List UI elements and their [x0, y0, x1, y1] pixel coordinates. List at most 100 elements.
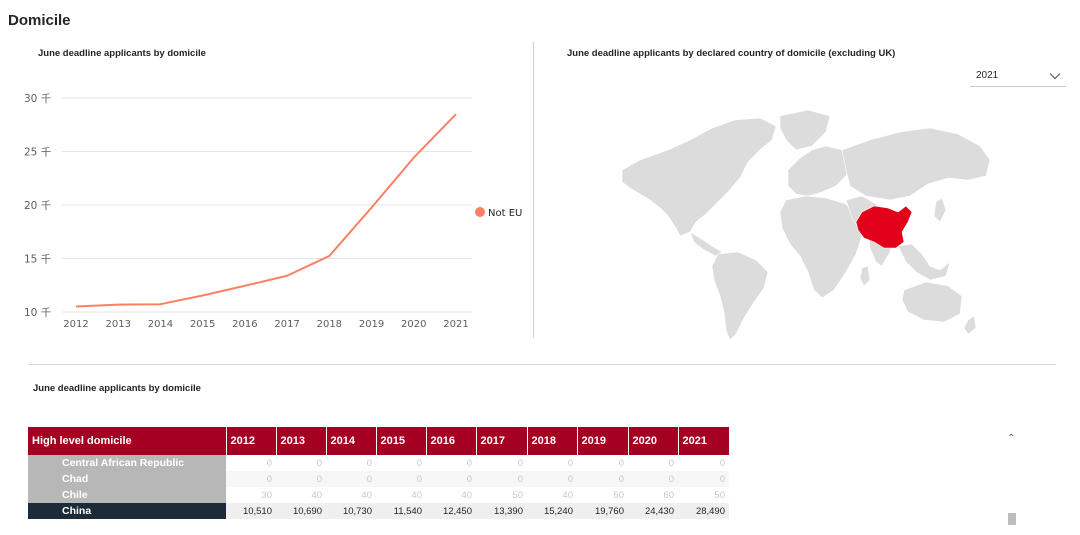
table-title: June deadline applicants by domicile: [33, 383, 201, 394]
x-tick-label: 2020: [401, 319, 426, 330]
column-header[interactable]: 2021: [677, 427, 729, 455]
x-tick-label: 2014: [148, 319, 173, 330]
table-cell: 0: [628, 471, 678, 487]
table-cell: 0: [517, 457, 523, 469]
x-tick-label: 2021: [443, 319, 468, 330]
column-header[interactable]: 2017: [475, 427, 527, 455]
y-tick-label: 20 千: [24, 200, 51, 212]
row-header[interactable]: Central African Republic: [28, 455, 226, 471]
table-cell: 0: [276, 471, 326, 487]
x-tick-label: 2013: [105, 319, 130, 330]
line-chart[interactable]: 10 千 15 千 20 千 25 千 30 千 2012 2013 2014 2015 2016…: [0, 80, 530, 340]
x-tick-label: 2017: [274, 319, 299, 330]
page-title: Domicile: [8, 12, 71, 29]
y-tick-label: 25 千: [24, 147, 51, 159]
year-slicer[interactable]: 2021: [970, 65, 1066, 87]
table-cell: 19,760: [577, 503, 628, 519]
table-cell: 0: [316, 457, 322, 469]
table-cell: 0: [426, 471, 476, 487]
table-cell: 11,540: [376, 503, 426, 519]
table-cell: 0: [416, 457, 422, 469]
column-header[interactable]: 2013: [275, 427, 326, 455]
column-header[interactable]: 2016: [425, 427, 476, 455]
map-japan[interactable]: [933, 197, 947, 223]
x-tick-label: 2019: [359, 319, 384, 330]
map-china[interactable]: [855, 205, 913, 249]
y-tick-label: 30 千: [24, 93, 51, 105]
domicile-matrix: High level domicile 2012 2013 2014 2015 …: [28, 427, 729, 519]
map-central-america[interactable]: [689, 231, 723, 257]
visual-divider-vertical: [533, 42, 534, 338]
map-australia[interactable]: [901, 281, 963, 323]
table-cell: 40: [562, 489, 573, 501]
section-divider: [28, 364, 1056, 365]
table-cell: 0: [719, 457, 725, 469]
table-cell: 50: [613, 489, 624, 501]
table-cell: 0: [577, 471, 628, 487]
y-tick-label: 15 千: [24, 254, 51, 266]
table-cell: 10,730: [326, 503, 376, 519]
legend-label: Not EU: [488, 208, 522, 219]
table-cell: 40: [311, 489, 322, 501]
table-row-selected[interactable]: China 10,510 10,690 10,730 11,540 12,450…: [28, 503, 729, 519]
column-header[interactable]: High level domicile: [28, 427, 226, 455]
column-header[interactable]: 2015: [375, 427, 426, 455]
row-header[interactable]: China: [28, 503, 226, 519]
table-cell: 13,390: [476, 503, 527, 519]
table-cell: 0: [668, 457, 674, 469]
map-southeast-asia[interactable]: [897, 243, 951, 281]
map-south-america[interactable]: [711, 251, 769, 341]
x-tick-label: 2018: [317, 319, 342, 330]
x-tick-label: 2012: [63, 319, 88, 330]
y-tick-label: 10 千: [24, 307, 51, 319]
table-cell: 10,510: [226, 503, 276, 519]
column-header[interactable]: 2019: [576, 427, 628, 455]
table-cell: 0: [466, 457, 472, 469]
table-row[interactable]: Chad 0 0 0 0 0 0 0 0 0 0: [28, 471, 729, 487]
map-africa[interactable]: [779, 195, 863, 299]
series-line[interactable]: [75, 113, 457, 308]
map-title: June deadline applicants by declared cou…: [567, 48, 896, 59]
table-cell: 0: [527, 471, 577, 487]
table-cell: 0: [366, 457, 372, 469]
table-cell: 0: [618, 457, 624, 469]
column-header[interactable]: 2014: [325, 427, 376, 455]
x-tick-label: 2016: [232, 319, 257, 330]
map-madagascar[interactable]: [859, 265, 871, 287]
column-header[interactable]: 2020: [627, 427, 678, 455]
year-slicer-value: 2021: [976, 70, 999, 81]
map-russia[interactable]: [841, 127, 991, 201]
row-header[interactable]: Chile: [28, 487, 226, 503]
table-cell: 0: [376, 471, 426, 487]
x-tick-label: 2015: [190, 319, 215, 330]
table-cell: 0: [678, 471, 729, 487]
table-cell: 40: [411, 489, 422, 501]
table-cell: 30: [261, 489, 272, 501]
table-cell: 0: [476, 471, 527, 487]
map-greenland[interactable]: [779, 109, 831, 151]
table-header-row: High level domicile 2012 2013 2014 2015 …: [28, 427, 729, 455]
table-cell: 0: [326, 471, 376, 487]
world-map[interactable]: [612, 92, 997, 342]
table-cell: 40: [461, 489, 472, 501]
table-cell: 24,430: [628, 503, 678, 519]
chevron-up-icon[interactable]: ⌃: [1007, 433, 1016, 444]
map-north-america[interactable]: [621, 117, 777, 237]
table-cell: 15,240: [527, 503, 577, 519]
row-header[interactable]: Chad: [28, 471, 226, 487]
legend-marker: [475, 207, 485, 217]
table-cell: 0: [266, 457, 272, 469]
column-header[interactable]: 2012: [225, 427, 276, 455]
table-row[interactable]: Chile 30 40 40 40 40 50 40 50 60 50: [28, 487, 729, 503]
column-header[interactable]: 2018: [526, 427, 577, 455]
table-cell: 28,490: [678, 503, 729, 519]
table-cell: 50: [714, 489, 725, 501]
map-new-zealand[interactable]: [963, 315, 977, 335]
chevron-down-icon: [1049, 72, 1061, 79]
table-cell: 0: [226, 471, 276, 487]
map-europe[interactable]: [787, 145, 851, 197]
table-cell: 40: [361, 489, 372, 501]
table-cell: 50: [512, 489, 523, 501]
scrollbar-thumb[interactable]: [1008, 513, 1016, 525]
table-row[interactable]: Central African Republic 0 0 0 0 0 0 0 0…: [28, 455, 729, 471]
